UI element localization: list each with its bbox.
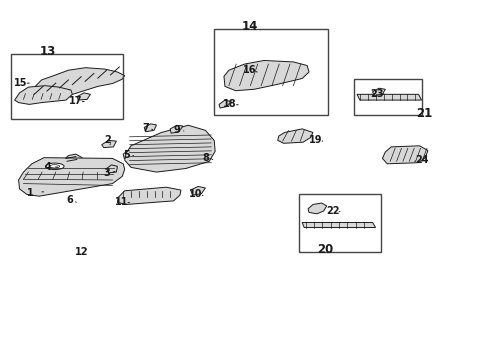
Text: 11: 11	[114, 197, 128, 207]
Text: 13: 13	[40, 45, 56, 58]
Bar	[214, 29, 327, 115]
Polygon shape	[277, 129, 312, 143]
Text: 7: 7	[142, 123, 149, 133]
Text: 15: 15	[14, 78, 27, 88]
Polygon shape	[372, 88, 385, 95]
Polygon shape	[102, 140, 116, 148]
Polygon shape	[307, 203, 326, 214]
Polygon shape	[15, 86, 72, 104]
Text: 16: 16	[242, 65, 256, 75]
Text: 12: 12	[75, 247, 89, 257]
Polygon shape	[106, 165, 117, 173]
Polygon shape	[199, 155, 211, 163]
Text: 2: 2	[104, 135, 111, 145]
Text: 10: 10	[188, 189, 202, 199]
Text: 14: 14	[241, 20, 257, 33]
Text: 19: 19	[308, 135, 322, 145]
Text: 18: 18	[223, 99, 236, 109]
Text: 9: 9	[173, 125, 180, 135]
Text: 21: 21	[415, 107, 432, 120]
Bar	[11, 54, 123, 119]
Polygon shape	[382, 146, 427, 164]
Polygon shape	[219, 100, 230, 108]
Polygon shape	[62, 154, 82, 166]
Text: 6: 6	[66, 195, 73, 205]
Bar	[353, 79, 421, 115]
Polygon shape	[356, 94, 421, 100]
Polygon shape	[190, 186, 205, 195]
Text: 3: 3	[103, 168, 110, 178]
Text: 4: 4	[44, 162, 51, 172]
Polygon shape	[302, 222, 375, 228]
Text: 23: 23	[369, 89, 383, 99]
Polygon shape	[19, 158, 124, 196]
Polygon shape	[170, 125, 183, 133]
Polygon shape	[77, 93, 90, 100]
Text: 1: 1	[27, 188, 34, 198]
Text: 17: 17	[69, 96, 82, 106]
Text: 8: 8	[202, 153, 208, 163]
Polygon shape	[123, 150, 133, 158]
Polygon shape	[224, 60, 308, 91]
Polygon shape	[29, 68, 124, 100]
Polygon shape	[124, 125, 215, 172]
Polygon shape	[117, 187, 181, 204]
Ellipse shape	[45, 163, 64, 170]
Text: 24: 24	[414, 155, 427, 165]
Text: 20: 20	[316, 243, 333, 256]
Polygon shape	[144, 124, 156, 132]
Text: 22: 22	[325, 206, 339, 216]
Text: 5: 5	[122, 150, 129, 160]
Bar	[299, 194, 381, 252]
Ellipse shape	[50, 165, 60, 168]
